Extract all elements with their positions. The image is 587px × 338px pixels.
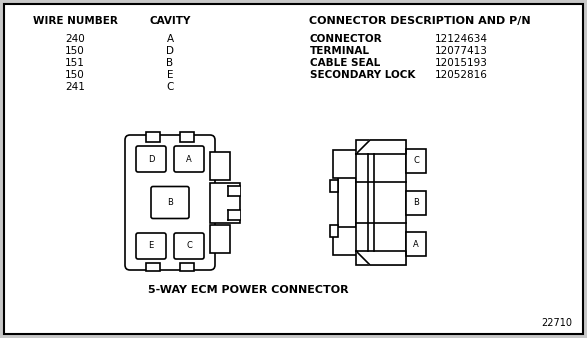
Text: 12077413: 12077413 xyxy=(435,46,488,56)
FancyBboxPatch shape xyxy=(174,233,204,259)
Text: CAVITY: CAVITY xyxy=(149,16,191,26)
Bar xyxy=(356,140,406,265)
Text: E: E xyxy=(149,241,154,250)
Text: A: A xyxy=(186,154,192,164)
Bar xyxy=(210,225,230,253)
Bar xyxy=(338,158,356,247)
Text: CABLE SEAL: CABLE SEAL xyxy=(310,58,380,68)
Text: TERMINAL: TERMINAL xyxy=(310,46,370,56)
Polygon shape xyxy=(356,140,406,154)
Bar xyxy=(146,263,160,271)
Bar xyxy=(406,191,426,215)
Text: B: B xyxy=(167,58,174,68)
Text: 240: 240 xyxy=(65,34,85,44)
Text: 12124634: 12124634 xyxy=(435,34,488,44)
Text: WIRE NUMBER: WIRE NUMBER xyxy=(32,16,117,26)
Text: E: E xyxy=(167,70,173,80)
FancyBboxPatch shape xyxy=(125,135,215,270)
Polygon shape xyxy=(356,251,406,265)
Text: CONNECTOR: CONNECTOR xyxy=(310,34,383,44)
Text: 12015193: 12015193 xyxy=(435,58,488,68)
Bar xyxy=(406,232,426,256)
Bar xyxy=(330,225,338,237)
Bar xyxy=(210,183,240,222)
Text: D: D xyxy=(148,154,154,164)
Bar xyxy=(210,152,230,180)
FancyBboxPatch shape xyxy=(136,233,166,259)
Text: D: D xyxy=(166,46,174,56)
Bar xyxy=(180,132,194,142)
Text: 5-WAY ECM POWER CONNECTOR: 5-WAY ECM POWER CONNECTOR xyxy=(148,285,348,295)
Bar xyxy=(406,149,426,173)
Bar xyxy=(146,132,160,142)
Bar xyxy=(330,180,338,192)
Bar xyxy=(228,186,240,195)
Bar xyxy=(333,150,359,178)
FancyBboxPatch shape xyxy=(174,146,204,172)
FancyBboxPatch shape xyxy=(136,146,166,172)
Text: 151: 151 xyxy=(65,58,85,68)
Text: B: B xyxy=(167,198,173,207)
FancyBboxPatch shape xyxy=(151,187,189,218)
Bar xyxy=(180,263,194,271)
Text: 150: 150 xyxy=(65,46,85,56)
Text: 241: 241 xyxy=(65,82,85,92)
Text: B: B xyxy=(413,198,419,207)
Text: SECONDARY LOCK: SECONDARY LOCK xyxy=(310,70,416,80)
Text: A: A xyxy=(167,34,174,44)
Text: C: C xyxy=(413,156,419,165)
Bar xyxy=(228,210,240,219)
Text: 12052816: 12052816 xyxy=(435,70,488,80)
Text: A: A xyxy=(413,240,419,249)
Bar xyxy=(333,227,359,255)
Text: CONNECTOR DESCRIPTION AND P/N: CONNECTOR DESCRIPTION AND P/N xyxy=(309,16,531,26)
Text: C: C xyxy=(186,241,192,250)
Text: 150: 150 xyxy=(65,70,85,80)
Text: C: C xyxy=(166,82,174,92)
Text: 22710: 22710 xyxy=(541,318,572,328)
